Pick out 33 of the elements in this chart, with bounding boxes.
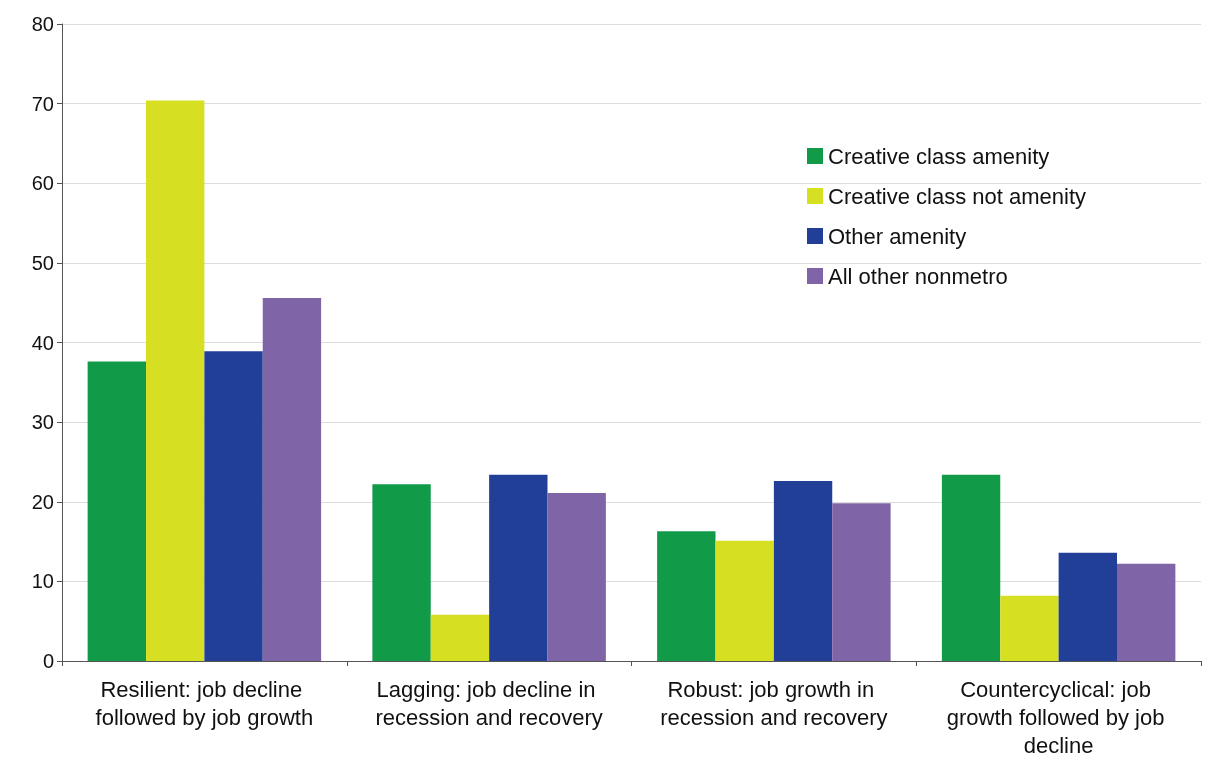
y-tick-label: 80: [31, 13, 54, 35]
y-tick-label: 50: [31, 251, 54, 274]
y-tick-label: 40: [31, 331, 54, 354]
x-tick-label: Lagging: job decline in recession and recovery: [375, 676, 603, 730]
bar: [430, 614, 490, 661]
bar: [547, 492, 606, 661]
bar: [262, 297, 322, 661]
y-tick-label: 70: [31, 92, 54, 115]
x-tick-label: Resilient: job decline followed by job growth: [95, 676, 314, 730]
legend-label: Creative class amenity: [828, 143, 1050, 169]
bar: [657, 531, 716, 661]
legend-label: Other amenity: [828, 223, 967, 249]
x-tick-label: Countercyclical: job growth followed by job decline: [946, 676, 1171, 758]
bar: [1117, 563, 1176, 661]
y-tick-label: 10: [31, 570, 54, 593]
legend-label: All other nonmetro: [828, 263, 1008, 289]
y-tick-label: 20: [31, 490, 54, 513]
y-tick-label: 60: [31, 172, 54, 195]
y-tick-label: 30: [31, 411, 54, 434]
bar: [941, 474, 1001, 661]
bar: [146, 100, 205, 661]
bar: [1058, 552, 1117, 661]
bar: [204, 351, 263, 661]
y-tick-label: 0: [42, 650, 54, 672]
bar: [489, 474, 548, 661]
x-tick-label: Robust: job growth in recession and recovery: [660, 676, 888, 730]
bar: [715, 540, 774, 661]
bar: [1000, 595, 1059, 661]
bar: [372, 484, 431, 661]
bar: [832, 503, 891, 661]
bar: [773, 481, 833, 661]
legend-label: Creative class not amenity: [828, 183, 1086, 209]
bar: [87, 361, 146, 661]
